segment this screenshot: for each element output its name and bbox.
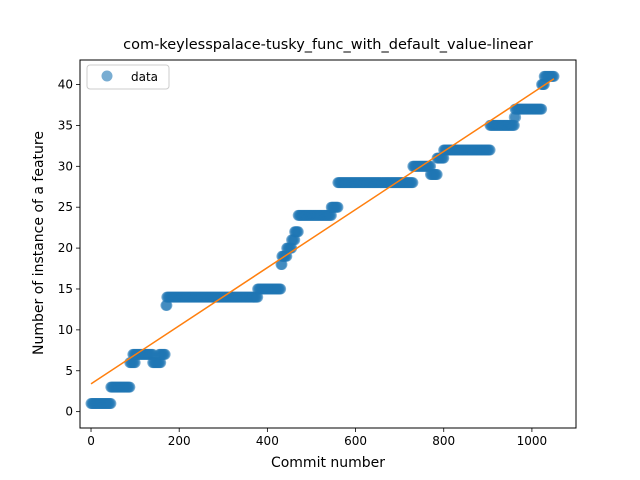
legend: data	[86, 64, 170, 90]
data-point	[124, 381, 136, 393]
data-point	[105, 397, 117, 409]
y-tick-label: 25	[58, 200, 73, 214]
data-point	[275, 283, 287, 295]
y-tick-label: 35	[58, 118, 73, 132]
y-tick-label: 30	[58, 159, 73, 173]
fit-line	[90, 78, 555, 385]
axes: 0 200 400 600 800 1000 0 5 10 15 20 25 30 35 40	[58, 59, 577, 448]
data-point	[431, 168, 443, 180]
chart-title: com-keylesspalace-tusky_func_with_defaul…	[123, 37, 533, 53]
x-tick-label: 200	[168, 434, 191, 448]
data-point	[292, 226, 304, 238]
y-tick-label: 0	[65, 405, 73, 419]
y-tick-label: 15	[58, 282, 73, 296]
data-point	[407, 177, 419, 189]
y-tick-label: 20	[58, 241, 73, 255]
x-axis-label: Commit number	[271, 455, 385, 471]
data-point	[332, 201, 344, 213]
axes-frame	[79, 59, 577, 429]
y-tick-label: 10	[58, 323, 73, 337]
x-tick-label: 800	[432, 434, 455, 448]
plot-area	[85, 70, 560, 409]
data-point	[159, 348, 171, 360]
x-tick-label: 600	[344, 434, 367, 448]
data-point	[548, 70, 560, 82]
x-tick-label: 0	[87, 434, 95, 448]
y-axis-label: Number of instance of a feature	[31, 131, 47, 355]
legend-label-data: data	[131, 70, 158, 84]
x-tick-label: 400	[256, 434, 279, 448]
data-point	[484, 144, 496, 156]
legend-marker-data	[101, 70, 113, 82]
data-point	[536, 103, 548, 115]
x-tick-label: 1000	[517, 434, 548, 448]
data-point	[508, 119, 520, 131]
y-tick-label: 5	[65, 364, 73, 378]
y-tick-label: 40	[58, 78, 73, 92]
